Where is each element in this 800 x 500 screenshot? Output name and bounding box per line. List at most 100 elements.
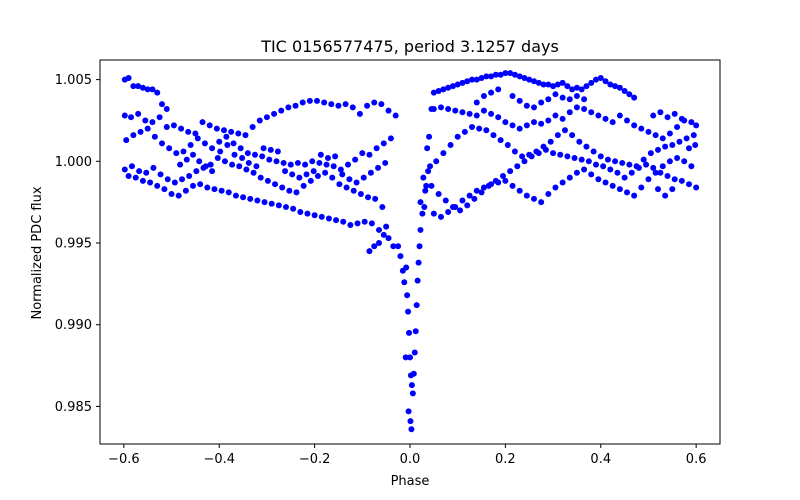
data-point bbox=[492, 71, 499, 78]
data-point bbox=[376, 240, 382, 247]
data-point bbox=[180, 148, 187, 155]
data-point bbox=[149, 119, 156, 126]
data-point bbox=[662, 143, 669, 150]
data-point bbox=[662, 192, 669, 199]
data-point bbox=[385, 107, 392, 114]
data-point bbox=[292, 102, 299, 109]
data-point bbox=[260, 145, 267, 152]
x-tick-label: 0.0 bbox=[400, 452, 421, 467]
data-point bbox=[693, 184, 700, 191]
data-point bbox=[483, 127, 490, 134]
x-tick-label: −0.4 bbox=[203, 452, 235, 467]
data-point bbox=[593, 76, 599, 83]
data-point bbox=[666, 158, 673, 165]
data-point bbox=[352, 156, 359, 163]
data-point bbox=[427, 163, 434, 170]
data-point bbox=[621, 88, 628, 95]
data-point bbox=[287, 161, 294, 168]
data-point bbox=[664, 173, 671, 180]
data-point bbox=[507, 168, 514, 175]
data-point bbox=[368, 220, 375, 227]
data-point bbox=[132, 174, 139, 181]
data-point bbox=[224, 141, 231, 148]
data-point bbox=[514, 163, 521, 170]
data-point bbox=[566, 174, 573, 181]
data-points bbox=[121, 70, 700, 433]
data-point bbox=[380, 140, 387, 147]
data-point bbox=[403, 264, 410, 271]
data-point bbox=[428, 182, 435, 189]
data-point bbox=[569, 86, 576, 93]
data-point bbox=[187, 141, 194, 148]
data-point bbox=[311, 212, 318, 219]
data-point bbox=[356, 110, 363, 117]
data-point bbox=[666, 130, 673, 137]
data-point bbox=[272, 181, 279, 188]
data-point bbox=[286, 187, 293, 194]
data-point bbox=[626, 91, 633, 98]
data-point bbox=[201, 140, 208, 147]
data-point bbox=[135, 110, 142, 117]
data-point bbox=[545, 96, 552, 103]
data-point bbox=[383, 223, 390, 230]
data-point bbox=[495, 86, 502, 93]
data-point bbox=[483, 73, 490, 80]
data-point bbox=[624, 117, 630, 124]
data-point bbox=[357, 190, 364, 197]
data-point bbox=[628, 169, 635, 176]
data-point bbox=[285, 104, 292, 111]
data-point bbox=[387, 135, 394, 142]
data-point bbox=[438, 104, 444, 111]
data-point bbox=[452, 204, 459, 211]
data-point bbox=[366, 151, 373, 158]
data-point bbox=[231, 151, 238, 158]
data-point bbox=[273, 158, 280, 165]
data-point bbox=[538, 199, 545, 206]
data-point bbox=[407, 418, 414, 425]
data-point bbox=[464, 78, 471, 85]
data-point bbox=[438, 213, 444, 220]
data-point bbox=[602, 179, 609, 186]
data-point bbox=[478, 74, 485, 81]
data-point bbox=[177, 161, 184, 168]
data-point bbox=[228, 128, 235, 135]
data-point bbox=[151, 133, 158, 140]
data-point bbox=[678, 115, 685, 122]
data-point bbox=[263, 114, 270, 121]
data-point bbox=[170, 122, 177, 129]
data-point bbox=[163, 106, 170, 113]
data-point bbox=[643, 161, 650, 168]
data-point bbox=[631, 94, 638, 101]
data-point bbox=[495, 179, 502, 186]
data-point bbox=[573, 169, 580, 176]
data-point bbox=[440, 150, 447, 157]
data-point bbox=[414, 277, 421, 284]
data-point bbox=[650, 164, 657, 171]
data-point bbox=[135, 83, 142, 90]
data-point bbox=[254, 197, 261, 204]
data-point bbox=[410, 370, 417, 377]
data-point bbox=[371, 99, 378, 106]
data-point bbox=[516, 97, 523, 104]
data-point bbox=[545, 190, 552, 197]
data-point bbox=[128, 163, 135, 170]
data-point bbox=[542, 146, 549, 153]
data-point bbox=[247, 195, 254, 202]
data-point bbox=[329, 174, 336, 181]
data-point bbox=[445, 208, 452, 215]
data-point bbox=[426, 133, 433, 140]
data-point bbox=[554, 132, 561, 139]
data-point bbox=[197, 181, 204, 188]
data-point bbox=[545, 81, 552, 88]
data-point bbox=[523, 122, 530, 129]
data-point bbox=[600, 163, 607, 170]
data-point bbox=[379, 204, 386, 211]
data-point bbox=[304, 210, 311, 217]
data-point bbox=[182, 187, 189, 194]
data-point bbox=[412, 328, 419, 335]
data-point bbox=[289, 171, 296, 178]
data-point bbox=[480, 184, 487, 191]
data-point bbox=[322, 169, 329, 176]
data-point bbox=[440, 86, 447, 93]
data-point bbox=[149, 86, 156, 93]
